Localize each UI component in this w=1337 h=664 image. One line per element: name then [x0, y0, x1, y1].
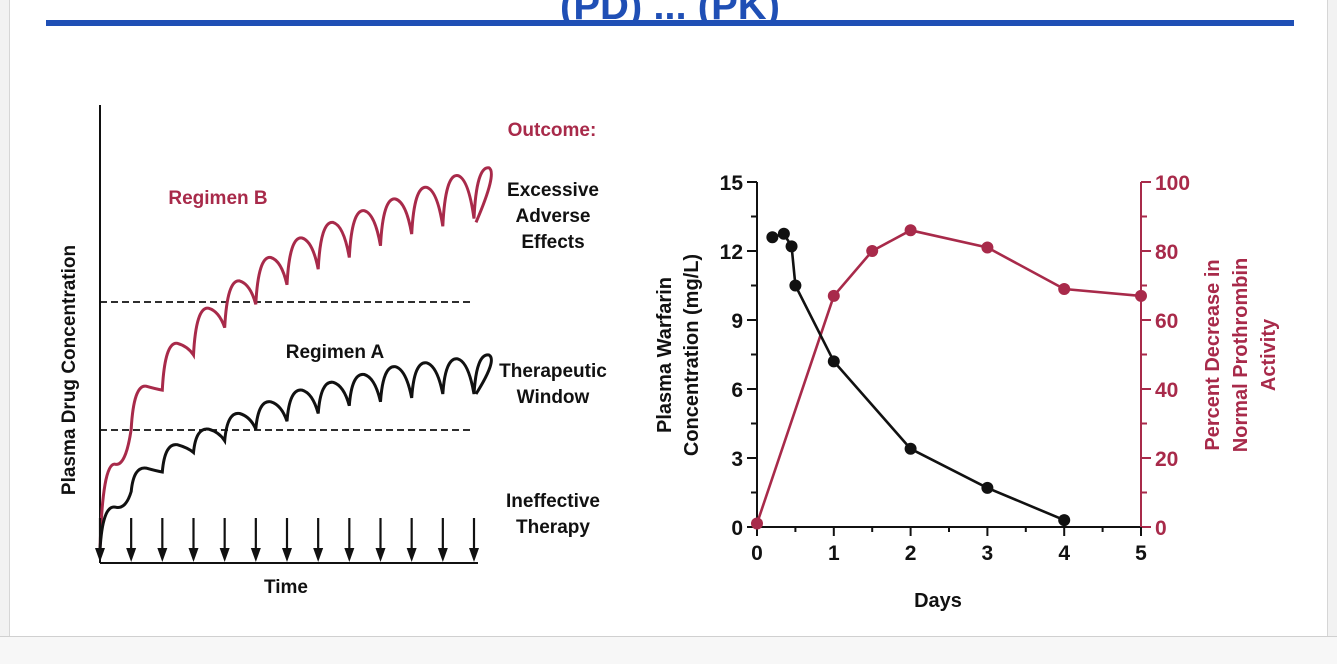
y-axis-label: Plasma Drug Concentration [59, 245, 80, 495]
dose-arrow-head [344, 548, 355, 562]
right-y-tick-label: 40 [1155, 379, 1178, 402]
prothrombin-point [866, 245, 879, 257]
dose-arrow-head [375, 548, 386, 562]
prothrombin-point [981, 241, 994, 254]
outcome-therapeutic-line2: Window [517, 387, 590, 408]
prothrombin-point [904, 224, 917, 237]
dose-arrow-head [313, 548, 324, 562]
y2-axis-label-line2: Normal Prothrombin [1230, 258, 1252, 452]
warfarin-point [827, 355, 840, 368]
prothrombin-point [827, 289, 840, 302]
warfarin-point [789, 279, 802, 292]
x-tick-label: 3 [982, 542, 994, 565]
outcome-heading: Outcome: [508, 120, 597, 141]
regimen-chart: Time Plasma Drug Concentration Regimen B… [59, 105, 607, 598]
outcome-excessive-line1: Excessive [507, 180, 599, 201]
warfarin-point [777, 227, 790, 240]
dose-arrow-head [95, 548, 105, 562]
regimen-b-label: Regimen B [168, 188, 267, 209]
x-tick-label: 4 [1058, 542, 1070, 565]
x-axis-label: Days [914, 590, 962, 612]
x-tick-label: 1 [828, 542, 840, 565]
outcome-ineffective-line1: Ineffective [506, 491, 600, 512]
slide-title: (PD) ... (PK) [46, 0, 1294, 20]
warfarin-point [785, 240, 798, 253]
left-y-tick-label: 9 [731, 310, 743, 333]
left-frame-edge [0, 0, 10, 636]
dose-arrow-head [126, 548, 137, 562]
regimen-a-curve [98, 353, 493, 551]
prothrombin-line [755, 228, 1142, 524]
y-axis-label-line2: Concentration (mg/L) [681, 254, 703, 456]
x-tick-label: 0 [751, 542, 763, 565]
left-y-tick-label: 15 [720, 172, 744, 195]
right-y-tick-label: 60 [1155, 310, 1178, 333]
right-y-tick-label: 80 [1155, 241, 1178, 264]
regimen-a-label: Regimen A [286, 342, 385, 363]
y2-axis-label-line1: Percent Decrease in [1202, 259, 1224, 450]
dose-arrow-head [157, 548, 168, 562]
outcome-ineffective-line2: Therapy [516, 517, 590, 538]
prothrombin-point [1058, 282, 1071, 295]
dose-arrow-head [219, 548, 230, 562]
bottom-frame-edge [0, 636, 1337, 664]
x-axis-label: Time [264, 577, 308, 598]
y2-axis-label-line3: Activity [1258, 318, 1280, 391]
warfarin-line [772, 232, 1065, 522]
right-y-tick-label: 0 [1155, 517, 1167, 540]
right-y-tick-label: 100 [1155, 172, 1190, 195]
right-frame-edge [1327, 0, 1337, 636]
dose-arrow-head [188, 548, 199, 562]
dose-arrow-head [250, 548, 261, 562]
y-axis-label-line1: Plasma Warfarin [654, 277, 676, 433]
prothrombin-point [751, 517, 763, 530]
series [751, 224, 1147, 530]
x-tick-label: 5 [1135, 542, 1147, 565]
dose-arrow-head [406, 548, 417, 562]
title-rule [46, 20, 1294, 26]
warfarin-point [766, 231, 779, 244]
left-y-tick-label: 12 [720, 241, 743, 264]
left-y-tick-label: 6 [731, 379, 743, 402]
right-y-tick-label: 20 [1155, 448, 1178, 471]
dose-arrow-head [282, 548, 292, 562]
warfarin-point [904, 442, 917, 455]
outcome-excessive-line3: Effects [521, 232, 584, 253]
left-y-tick-label: 0 [731, 517, 743, 540]
left-y-tick-label: 3 [731, 448, 743, 471]
dose-arrows [95, 518, 479, 562]
outcome-therapeutic-line1: Therapeutic [499, 361, 607, 382]
dose-arrow-head [469, 548, 479, 562]
outcome-excessive-line2: Adverse [516, 206, 591, 227]
warfarin-point [1058, 514, 1071, 527]
dose-arrow-head [437, 548, 448, 562]
prothrombin-point [1135, 289, 1147, 302]
warfarin-point [981, 481, 994, 494]
x-tick-label: 2 [905, 542, 917, 565]
regimen-b-curve [98, 166, 493, 551]
